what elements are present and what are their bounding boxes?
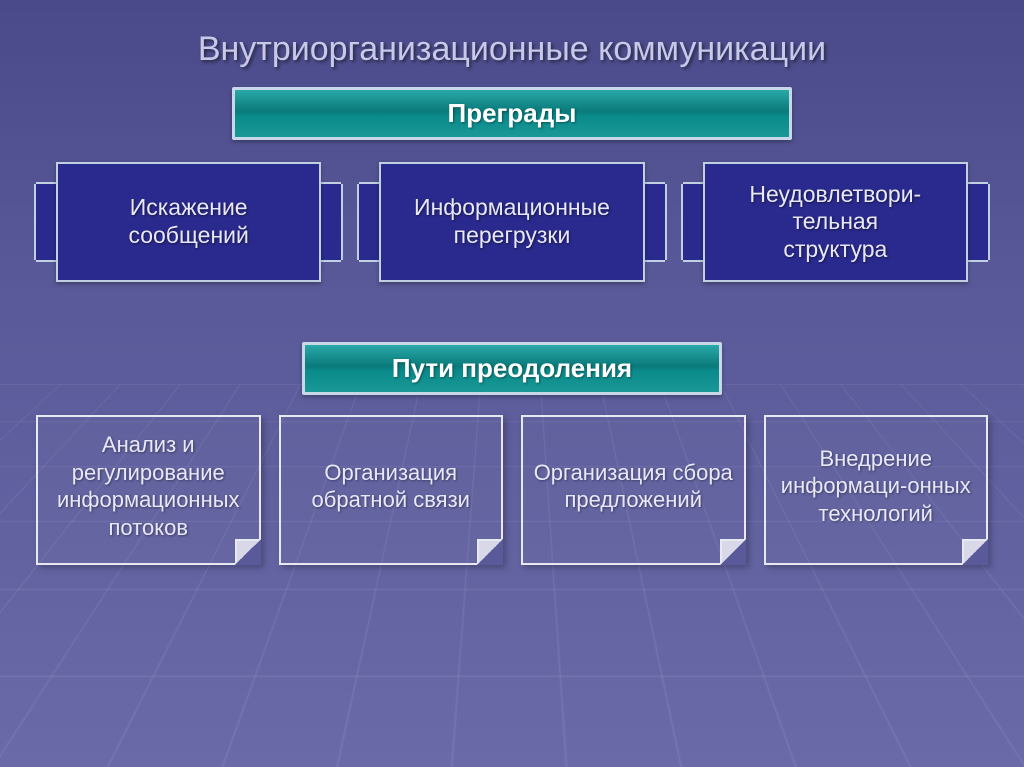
solution-box-4: Внедрение информаци-онных технологий <box>764 415 989 565</box>
solution-box-1: Анализ и регулирование информационных по… <box>36 415 261 565</box>
barrier-1-line1: Искажение <box>130 194 248 220</box>
slide-container: Внутриорганизационные коммуникации Прегр… <box>0 0 1024 767</box>
barrier-3-line3: структура <box>783 236 887 262</box>
barrier-box-2: Информационные перегрузки <box>359 162 664 282</box>
solution-3-text: Организация сбора предложений <box>531 459 736 514</box>
barrier-box-3: Неудовлетвори- тельная структура <box>683 162 988 282</box>
solution-1-text: Анализ и регулирование информационных по… <box>46 431 251 541</box>
solutions-row: Анализ и регулирование информационных по… <box>36 415 988 565</box>
folded-corner-icon <box>962 539 988 565</box>
solution-box-3: Организация сбора предложений <box>521 415 746 565</box>
barrier-3-line1: Неудовлетвори- <box>749 181 921 207</box>
slide-title: Внутриорганизационные коммуникации <box>36 30 988 69</box>
barrier-2-line2: перегрузки <box>454 222 571 248</box>
barrier-1-line2: сообщений <box>128 222 248 248</box>
solution-box-2: Организация обратной связи <box>279 415 504 565</box>
barrier-2-line1: Информационные <box>414 194 610 220</box>
folded-corner-icon <box>235 539 261 565</box>
folded-corner-icon <box>720 539 746 565</box>
folded-corner-icon <box>477 539 503 565</box>
barrier-box-1: Искажение сообщений <box>36 162 341 282</box>
section-banner-solutions: Пути преодоления <box>302 342 722 395</box>
section-banner-barriers: Преграды <box>232 87 792 140</box>
barriers-row: Искажение сообщений Информационные перег… <box>36 162 988 282</box>
barrier-3-line2: тельная <box>792 208 878 234</box>
solution-2-text: Организация обратной связи <box>289 459 494 514</box>
solution-4-text: Внедрение информаци-онных технологий <box>774 445 979 528</box>
